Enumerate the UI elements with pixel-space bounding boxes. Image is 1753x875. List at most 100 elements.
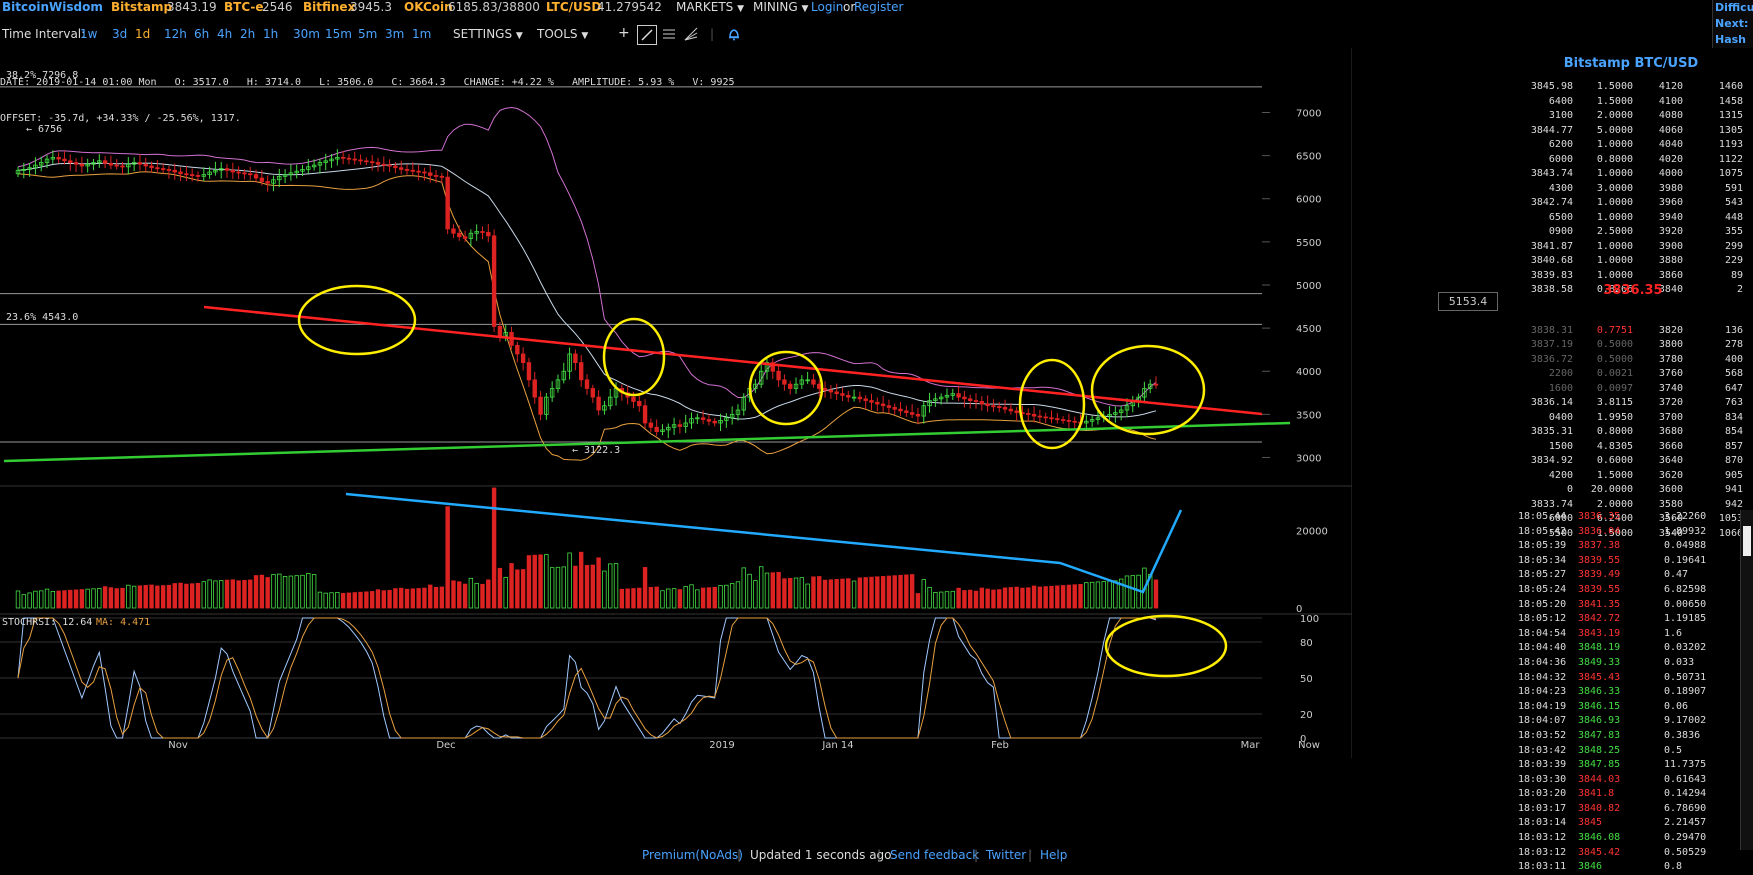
bid-row[interactable]: 6000 6.2400 3560 1053 (1518, 512, 1748, 527)
scrollbar-thumb[interactable] (1743, 526, 1751, 556)
bid-row[interactable]: 3838.31 0.7751 3820 136 (1518, 324, 1748, 339)
volume-bar (1072, 584, 1077, 609)
interval-2h[interactable]: 2h (240, 27, 256, 41)
candle-body (666, 426, 671, 431)
interval-15m[interactable]: 15m (325, 27, 352, 41)
trade-price: 3839.55 (1578, 554, 1621, 566)
bid-cell: 400 (1724, 353, 1743, 365)
ask-row[interactable]: 6000 0.8000 4020 1122 (1518, 153, 1748, 168)
ask-row[interactable]: 3841.87 1.0000 3900 299 (1518, 240, 1748, 255)
ask-row[interactable]: 6400 1.5000 4100 1458 (1518, 95, 1748, 110)
trade-price: 3840.82 (1578, 802, 1621, 814)
ask-row[interactable]: 3100 2.0000 4080 1315 (1518, 109, 1748, 124)
interval-1m[interactable]: 1m (412, 27, 432, 41)
difficulty-panel[interactable]: Difficu Next: Hash R (1712, 0, 1753, 48)
orderbook-title[interactable]: Bitstamp BTC/USD (1563, 56, 1699, 71)
ticker-exchange[interactable]: OKCoin (404, 0, 453, 14)
ask-row[interactable]: 3838.58 0.8266 3840 2 (1518, 283, 1748, 298)
candle-body (497, 325, 503, 338)
volume-bar (346, 592, 352, 609)
bid-row[interactable]: 3836.72 0.5000 3780 400 (1518, 353, 1748, 368)
candle-body (236, 171, 241, 174)
bid-row[interactable]: 1500 4.8305 3660 857 (1518, 440, 1748, 455)
candle-body (915, 413, 921, 417)
price-chart[interactable]: 38.2% 7296.8 23.6% 4543.0 ← 6756 ← 3122.3 ST… (0, 48, 1352, 758)
ask-row[interactable]: 4300 3.0000 3980 591 (1518, 182, 1748, 197)
ticker-price: 3843.19 (167, 0, 217, 14)
ticker-exchange[interactable]: BTC-e (224, 0, 264, 14)
ask-row[interactable]: 3840.68 1.0000 3880 229 (1518, 254, 1748, 269)
ask-row[interactable]: 3843.74 1.0000 4000 1075 (1518, 167, 1748, 182)
bid-row[interactable]: 0 20.0000 3600 941 (1518, 483, 1748, 498)
ticker-exchange[interactable]: Bitstamp (111, 0, 173, 14)
y-tick-label: 5000 (1296, 281, 1321, 292)
interval-3d[interactable]: 3d (112, 27, 128, 41)
trades-scrollbar[interactable] (1740, 510, 1753, 850)
interval-3m[interactable]: 3m (385, 27, 405, 41)
twitter-link[interactable]: Twitter (986, 848, 1027, 862)
bid-row[interactable]: 1600 0.0097 3740 647 (1518, 382, 1748, 397)
help-link[interactable]: Help (1040, 848, 1068, 862)
interval-12h[interactable]: 12h (164, 27, 187, 41)
feedback-link[interactable]: Send feedback (890, 848, 980, 862)
volume-bar (979, 587, 985, 609)
interval-30m[interactable]: 30m (293, 27, 320, 41)
interval-1h[interactable]: 1h (263, 27, 279, 41)
bid-cell: 3720 (1658, 397, 1683, 408)
candle-body (555, 379, 561, 389)
volume-bar (288, 575, 294, 609)
bid-row[interactable]: 5500 1.5000 3540 1066 (1518, 527, 1748, 542)
candle-body (811, 379, 816, 385)
bid-row[interactable]: 0400 1.9950 3700 834 (1518, 411, 1748, 426)
candle-body (869, 400, 874, 403)
settings-menu[interactable]: SETTINGS ▼ (453, 27, 523, 41)
markets-menu[interactable]: MARKETS ▼ (676, 0, 744, 14)
mining-menu[interactable]: MINING ▼ (753, 0, 808, 14)
interval-4h[interactable]: 4h (217, 27, 233, 41)
trade-time: 18:03:39 (1518, 759, 1567, 771)
ask-row[interactable]: 6500 1.0000 3940 448 (1518, 211, 1748, 226)
ohlc-info-line: DATE: 2019-01-14 01:00 Mon O: 3517.0 H: … (0, 77, 735, 88)
volume-bar (805, 583, 810, 609)
bid-row[interactable]: 4200 1.5000 3620 905 (1518, 469, 1748, 484)
candle-body (306, 166, 311, 170)
bid-row[interactable]: 3834.92 0.6000 3640 870 (1518, 454, 1748, 469)
volume-bar (166, 584, 172, 609)
fan-tool-icon[interactable] (684, 27, 698, 44)
volume-bar (242, 579, 247, 609)
bid-row[interactable]: 3837.19 0.5000 3800 278 (1518, 338, 1748, 353)
candle-body (393, 165, 398, 169)
bid-row[interactable]: 3835.31 0.8000 3680 854 (1518, 425, 1748, 440)
trendline-tool-icon[interactable] (637, 25, 657, 45)
fib-tool-icon[interactable] (662, 27, 676, 44)
trade-time: 18:04:36 (1518, 656, 1567, 668)
interval-6h[interactable]: 6h (194, 27, 210, 41)
x-tick-label: Feb (991, 740, 1009, 751)
premium-link[interactable]: Premium(NoAds) (642, 848, 743, 862)
chevron-down-icon: ▼ (801, 4, 809, 14)
interval-5m[interactable]: 5m (358, 27, 378, 41)
register-link[interactable]: Register (854, 0, 904, 14)
ticker-exchange[interactable]: Bitfinex (303, 0, 356, 14)
brand-logo[interactable]: BitcoinWisdom (2, 0, 103, 14)
login-link[interactable]: Login (811, 0, 844, 14)
tools-menu[interactable]: TOOLS ▼ (537, 27, 588, 41)
candle-body (428, 172, 433, 176)
bid-row[interactable]: 3836.14 3.8115 3720 763 (1518, 396, 1748, 411)
ask-row[interactable]: 6200 1.0000 4040 1193 (1518, 138, 1748, 153)
crosshair-icon[interactable]: + (618, 25, 630, 41)
ask-row[interactable]: 3845.98 1.5000 4120 1460 (1518, 80, 1748, 95)
ticker-exchange[interactable]: LTC/USD (546, 0, 602, 14)
ask-row[interactable]: 3839.83 1.0000 3860 89 (1518, 269, 1748, 284)
interval-1d[interactable]: 1d (135, 27, 151, 41)
volume-bar (126, 584, 131, 609)
bid-row[interactable]: 2200 0.0021 3760 568 (1518, 367, 1748, 382)
ask-row[interactable]: 3842.74 1.0000 3960 543 (1518, 196, 1748, 211)
interval-1w[interactable]: 1w (80, 27, 98, 41)
bell-icon[interactable] (727, 27, 741, 44)
ask-row[interactable]: 3844.77 5.0000 4060 1305 (1518, 124, 1748, 139)
ask-row[interactable]: 0900 2.5000 3920 355 (1518, 225, 1748, 240)
bid-row[interactable]: 3833.74 2.0000 3580 942 (1518, 498, 1748, 513)
ask-cell: 3920 (1658, 226, 1683, 237)
ask-cell: 3860 (1658, 269, 1683, 281)
